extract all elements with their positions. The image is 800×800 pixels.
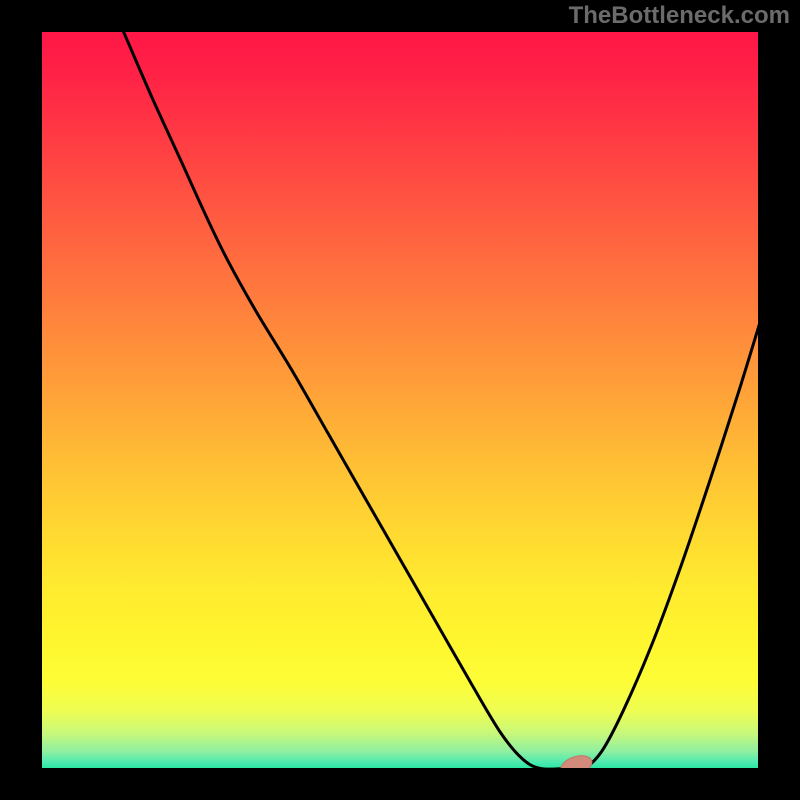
bottleneck-chart: [0, 0, 800, 800]
chart-container: TheBottleneck.com: [0, 0, 800, 800]
chart-plot-bg: [40, 30, 760, 770]
